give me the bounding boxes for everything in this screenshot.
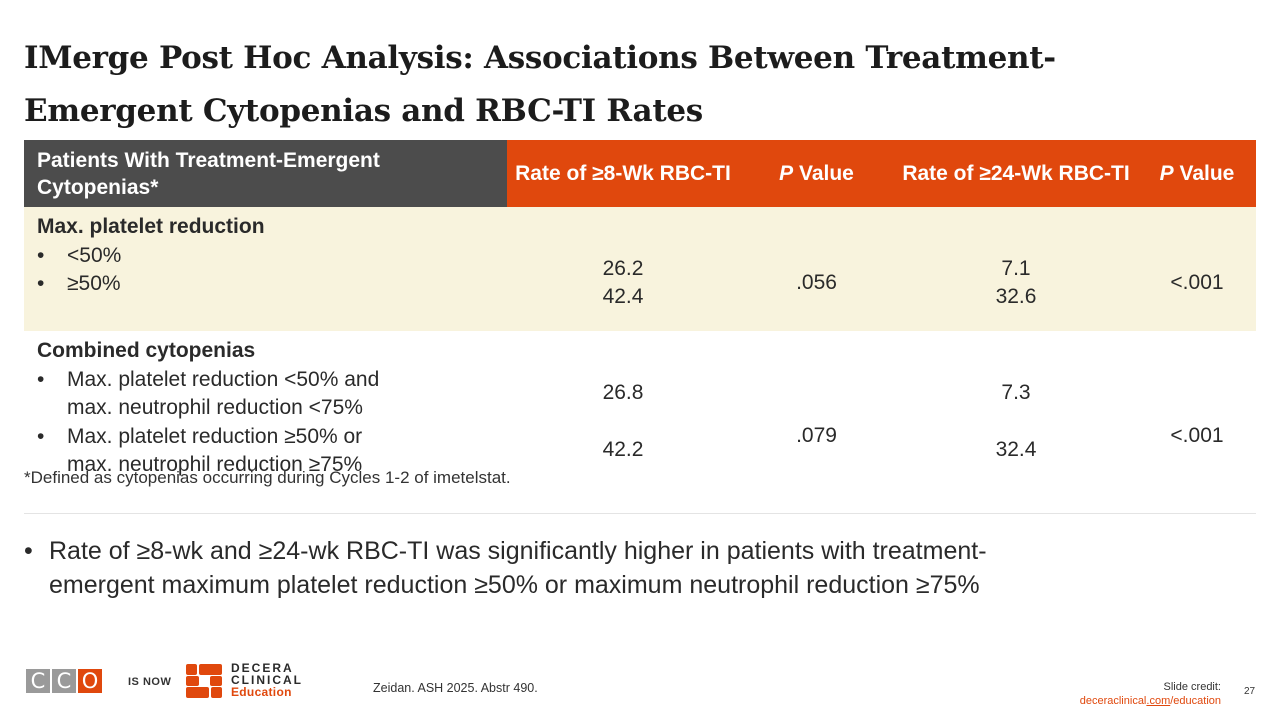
row-label: <50% bbox=[67, 243, 122, 267]
brand-line-3: Education bbox=[231, 685, 292, 699]
title-line-1: IMerge Post Hoc Analysis: Associations B… bbox=[24, 40, 1056, 76]
decera-wordmark: DECERA CLINICAL Education bbox=[231, 662, 303, 698]
brand-line-1: DECERA bbox=[231, 661, 294, 675]
rate-value: 7.3 bbox=[1001, 381, 1031, 404]
page-number: 27 bbox=[1244, 686, 1256, 697]
table-footnote: *Defined as cytopenias occurring during … bbox=[24, 468, 511, 487]
finding-line-2: emergent maximum platelet reduction ≥50%… bbox=[49, 571, 980, 599]
link-part: .com bbox=[1146, 695, 1171, 707]
group-label-platelet: Max. platelet reduction bbox=[37, 215, 265, 238]
slide-title: IMerge Post Hoc Analysis: Associations B… bbox=[24, 32, 1254, 138]
bullet-dot: • bbox=[37, 424, 45, 448]
table-row-combined: Combined cytopenias • Max. platelet redu… bbox=[24, 331, 1256, 514]
link-part: /education bbox=[1170, 695, 1221, 707]
bullet-dot: • bbox=[24, 537, 33, 565]
slide-credit: Slide credit: deceraclinical.com/educati… bbox=[1080, 680, 1221, 708]
rate-8wk-cell: 26.2 42.4 bbox=[507, 207, 739, 331]
finding-line-1: Rate of ≥8-wk and ≥24-wk RBC-TI was sign… bbox=[49, 537, 987, 565]
title-line-2: Emergent Cytopenias and RBC-TI Rates bbox=[24, 93, 703, 129]
cco-letter-box: C bbox=[25, 668, 51, 694]
rate-24wk-cell: 7.1 32.6 bbox=[894, 207, 1138, 331]
table-row-platelet: Max. platelet reduction • <50% • ≥50% 26.2… bbox=[24, 207, 1256, 331]
row-label: max. neutrophil reduction ≥75% bbox=[67, 453, 363, 476]
header-rate-24wk: Rate of ≥24-Wk RBC-TI bbox=[894, 140, 1138, 207]
p-24wk-cell: <.001 bbox=[1138, 207, 1256, 331]
header-p-value-8wk: P Value bbox=[739, 140, 894, 207]
rate-24wk-cell: 7.3 32.4 bbox=[894, 331, 1138, 514]
bullet-dot: • bbox=[37, 367, 45, 391]
bullet-dot: • bbox=[37, 243, 45, 267]
link-part: deceraclinical bbox=[1079, 695, 1147, 707]
cco-logo: C C O bbox=[25, 668, 103, 694]
p-italic: P bbox=[1159, 162, 1174, 185]
header-cytopenias: Patients With Treatment-Emergent Cytopen… bbox=[24, 140, 507, 207]
header-p-value-24wk: P Value bbox=[1138, 140, 1256, 207]
rate-value: 32.6 bbox=[995, 285, 1037, 308]
brand-line-2: CLINICAL bbox=[231, 673, 303, 687]
combined-labels: Combined cytopenias • Max. platelet redu… bbox=[24, 331, 507, 514]
results-table: Patients With Treatment-Emergent Cytopen… bbox=[24, 140, 1256, 514]
rate-value: 32.4 bbox=[995, 438, 1037, 461]
header-rate-8wk: Rate of ≥8-Wk RBC-TI bbox=[507, 140, 739, 207]
group-label-combined: Combined cytopenias bbox=[37, 339, 256, 362]
row-label: Max. platelet reduction ≥50% or bbox=[67, 424, 363, 448]
row-label: max. neutrophil reduction <75% bbox=[67, 396, 363, 419]
rate-value: 7.1 bbox=[1001, 256, 1031, 280]
p-24wk-cell: <.001 bbox=[1138, 331, 1256, 514]
credit-label: Slide credit: bbox=[1163, 681, 1221, 693]
reference-citation: Zeidan. ASH 2025. Abstr 490. bbox=[373, 681, 538, 695]
credit-link[interactable]: deceraclinical.com/education bbox=[1080, 695, 1221, 707]
value-label: Value bbox=[1173, 162, 1235, 185]
bullet-dot: • bbox=[37, 272, 45, 295]
rate-8wk-cell: 26.8 42.2 bbox=[507, 331, 739, 514]
rate-value: 42.2 bbox=[602, 438, 644, 461]
rate-value: 42.4 bbox=[602, 285, 644, 308]
value-label: Value bbox=[793, 162, 854, 185]
table-header-row: Patients With Treatment-Emergent Cytopen… bbox=[24, 140, 1256, 207]
row-label: ≥50% bbox=[67, 272, 121, 295]
p-8wk-cell: .079 bbox=[739, 331, 894, 514]
key-finding-bullet: • Rate of ≥8-wk and ≥24-wk RBC-TI was si… bbox=[24, 534, 1224, 602]
is-now-label: IS NOW bbox=[128, 676, 172, 688]
cco-letter-box: C bbox=[51, 668, 77, 694]
row-label: Max. platelet reduction <50% and bbox=[67, 367, 380, 391]
decera-logo-icon bbox=[186, 664, 222, 698]
platelet-labels: Max. platelet reduction • <50% • ≥50% bbox=[24, 207, 507, 331]
cco-letter-box: O bbox=[77, 668, 103, 694]
p-italic: P bbox=[779, 162, 794, 185]
rate-value: 26.2 bbox=[602, 256, 644, 280]
p-8wk-cell: .056 bbox=[739, 207, 894, 331]
rate-value: 26.8 bbox=[602, 381, 644, 404]
